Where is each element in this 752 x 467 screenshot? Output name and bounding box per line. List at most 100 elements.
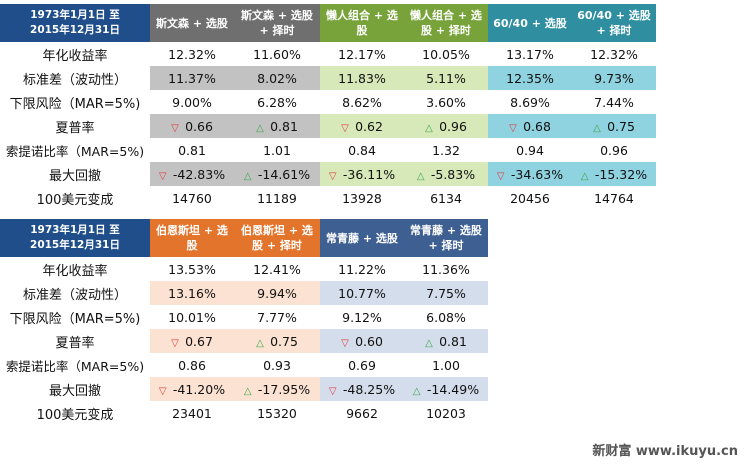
cell: 0.93 [263,357,291,373]
cell: 23401 [172,405,212,421]
col-header: 懒人组合 + 选股 + 择时 [404,4,488,42]
cell: △ 0.81 [234,114,320,138]
col-header: 懒人组合 + 选股 [320,4,404,42]
down-arrow-icon: ▽ [158,170,167,182]
cell: 14760 [172,190,212,206]
cell: 1.32 [432,142,460,158]
down-arrow-icon: ▽ [509,122,517,134]
cell: 11.22% [338,261,386,277]
cell: △ 0.96 [404,114,488,138]
cell: ▽ -41.20% [150,377,234,401]
cell: 11.60% [253,46,301,62]
cell: ▽ 0.68 [488,114,572,138]
cell: 1.01 [263,142,291,158]
cell: 0.81 [178,142,206,158]
up-arrow-icon: △ [425,122,433,134]
cell: 0.86 [178,357,206,373]
col-header: 斯文森 + 选股 [150,4,234,42]
down-arrow-icon: ▽ [328,170,337,182]
cell: △ -14.61% [234,162,320,186]
cell: 10.01% [168,309,216,325]
cell: 5.11% [404,66,488,90]
cell: 9662 [346,405,378,421]
table-row: 年化收益率 13.53% 12.41% 11.22% 11.36% [0,257,488,281]
cell: 7.75% [404,281,488,305]
row-label: 年化收益率 [42,263,108,279]
cell: 10.05% [422,46,470,62]
col-header: 斯文森 + 选股 + 择时 [234,4,320,42]
cell: ▽ 0.66 [150,114,234,138]
cell: 11189 [257,190,297,206]
cell: 12.41% [253,261,301,277]
cell: 8.69% [510,94,550,110]
down-arrow-icon: ▽ [341,337,349,349]
cell: 12.17% [338,46,386,62]
cell: 20456 [510,190,550,206]
table-row: 100美元变成 23401 15320 9662 10203 [0,401,488,425]
cell: 0.84 [348,142,376,158]
cell: 7.77% [257,309,297,325]
table-row: 索提诺比率（MAR=5%) 0.86 0.93 0.69 1.00 [0,353,488,377]
cell: 11.36% [422,261,470,277]
cell: 0.69 [348,357,376,373]
up-arrow-icon: △ [580,170,589,182]
corner-date-range: 1973年1月1日 至 2015年12月31日 [0,4,150,42]
down-arrow-icon: ▽ [158,385,167,397]
table-row: 最大回撤 ▽ -42.83% △ -14.61% ▽ -36.11% △ -5.83% … [0,162,656,186]
row-label: 下限风险（MAR=5%) [9,311,141,327]
cell: ▽ 0.67 [150,329,234,353]
cell: 10203 [426,405,466,421]
cell: 6.28% [257,94,297,110]
row-label: 索提诺比率（MAR=5%) [5,358,145,374]
cell: 14764 [594,190,634,206]
row-label: 最大回撤 [48,383,101,399]
cell: △ -15.32% [572,162,656,186]
cell: 8.02% [234,66,320,90]
cell: △ -14.49% [404,377,488,401]
table-row: 100美元变成 14760 11189 13928 6134 20456 147… [0,186,656,210]
cell: 12.32% [590,46,638,62]
up-arrow-icon: △ [416,170,425,182]
cell: 9.12% [342,309,382,325]
table-row: 标准差（波动性） 11.37% 8.02% 11.83% 5.11% 12.35… [0,66,656,90]
row-label: 100美元变成 [36,192,114,208]
up-arrow-icon: △ [256,122,264,134]
cell: 9.94% [234,281,320,305]
cell: 15320 [257,405,297,421]
watermark: 新财富 www.ikuyu.cn [592,444,738,459]
table-row: 下限风险（MAR=5%) 10.01% 7.77% 9.12% 6.08% [0,305,488,329]
row-label: 下限风险（MAR=5%) [9,96,141,112]
corner-date-range: 1973年1月1日 至 2015年12月31日 [0,219,150,257]
cell: △ 0.81 [404,329,488,353]
up-arrow-icon: △ [243,385,252,397]
comparison-table-1: 1973年1月1日 至 2015年12月31日 斯文森 + 选股 斯文森 + 选… [0,4,656,210]
cell: 11.83% [320,66,404,90]
cell: ▽ 0.60 [320,329,404,353]
down-arrow-icon: ▽ [496,170,505,182]
cell: 9.00% [172,94,212,110]
cell: ▽ -48.25% [320,377,404,401]
cell: 0.94 [516,142,544,158]
cell: 12.32% [168,46,216,62]
down-arrow-icon: ▽ [328,385,337,397]
cell: 6.08% [426,309,466,325]
cell: 13.17% [506,46,554,62]
cell: ▽ 0.62 [320,114,404,138]
row-label: 100美元变成 [36,407,114,423]
cell: 6134 [430,190,462,206]
table-row: 标准差（波动性） 13.16% 9.94% 10.77% 7.75% [0,281,488,305]
cell: △ -5.83% [404,162,488,186]
comparison-table-2: 1973年1月1日 至 2015年12月31日 伯恩斯坦 + 选股 伯恩斯坦 +… [0,219,488,425]
cell: △ 0.75 [234,329,320,353]
table-row: 夏普率 ▽ 0.67 △ 0.75 ▽ 0.60 △ 0.81 [0,329,488,353]
col-header: 60/40 + 选股 [488,4,572,42]
row-label: 标准差（波动性） [22,287,127,303]
up-arrow-icon: △ [256,337,264,349]
down-arrow-icon: ▽ [171,122,179,134]
up-arrow-icon: △ [425,337,433,349]
row-label: 夏普率 [55,120,95,136]
cell: 12.35% [488,66,572,90]
cell: ▽ -34.63% [488,162,572,186]
cell: 10.77% [320,281,404,305]
row-label: 最大回撤 [48,168,101,184]
